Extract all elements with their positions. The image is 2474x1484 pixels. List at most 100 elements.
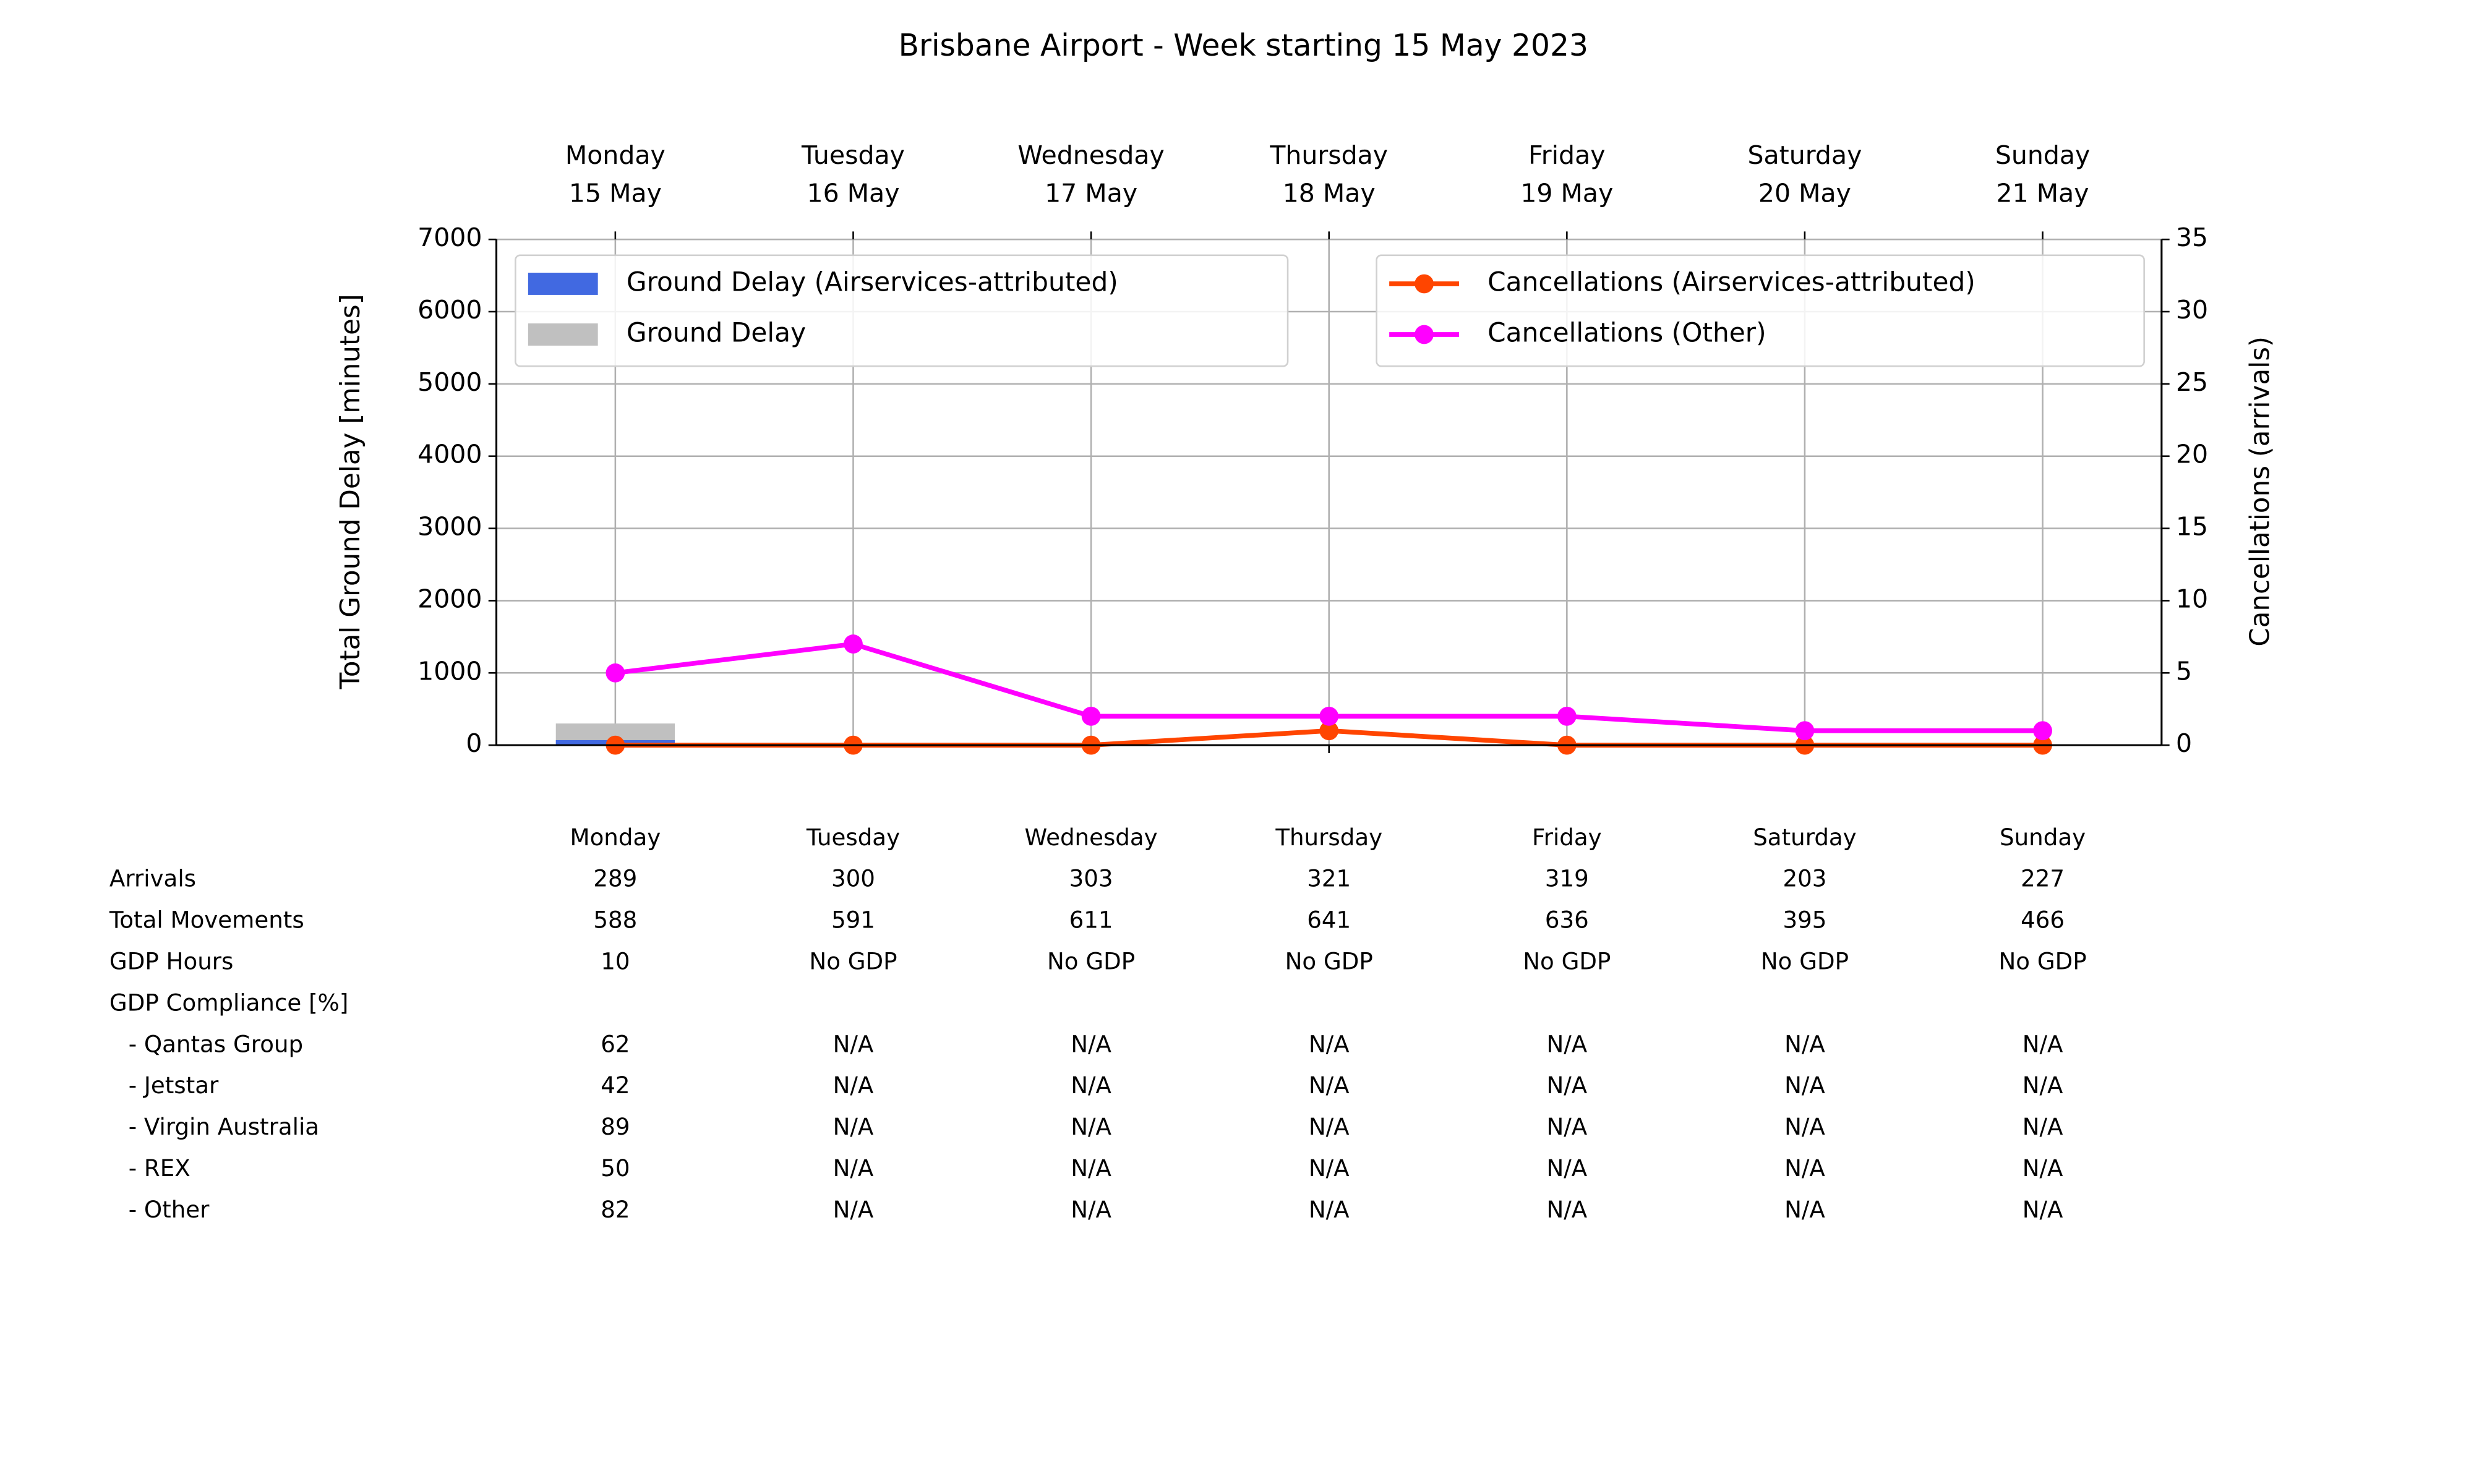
x-tick-label: Saturday <box>1748 140 1862 170</box>
table-cell: N/A <box>833 1196 874 1223</box>
table-cell: No GDP <box>1998 947 2086 974</box>
table-cell: 10 <box>601 947 630 974</box>
table-header: Thursday <box>1275 824 1382 851</box>
y2-axis-label: Cancellations (arrivals) <box>2245 336 2275 647</box>
table-cell: 82 <box>601 1196 630 1223</box>
point <box>1557 707 1577 726</box>
table-header: Monday <box>570 824 661 851</box>
table-cell: N/A <box>1784 1196 1825 1223</box>
table-cell: N/A <box>1784 1030 1825 1057</box>
point <box>1319 721 1339 741</box>
x-tick-label: 20 May <box>1758 178 1851 208</box>
point <box>1319 707 1339 726</box>
row-label: - Other <box>129 1196 210 1223</box>
table-cell: 591 <box>831 906 875 934</box>
y-tick-label: 6000 <box>417 295 482 325</box>
table-cell: N/A <box>1546 1196 1587 1223</box>
table-cell: 588 <box>593 906 637 934</box>
row-label: - Virgin Australia <box>129 1113 319 1140</box>
table-cell: N/A <box>1546 1072 1587 1099</box>
row-label: - Qantas Group <box>129 1030 303 1057</box>
x-tick-label: 15 May <box>569 178 662 208</box>
table-cell: N/A <box>1071 1154 1111 1182</box>
y2-tick-label: 0 <box>2176 728 2192 758</box>
table-cell: N/A <box>833 1030 874 1057</box>
y-tick-label: 0 <box>466 728 482 758</box>
y-tick-label: 4000 <box>417 440 482 469</box>
table-cell: 203 <box>1783 865 1826 892</box>
x-tick-label: 16 May <box>807 178 899 208</box>
table-cell: N/A <box>1309 1196 1350 1223</box>
table-cell: N/A <box>1309 1113 1350 1140</box>
table-cell: 611 <box>1069 906 1113 934</box>
table-header: Saturday <box>1753 824 1856 851</box>
legend-label: Cancellations (Other) <box>1487 318 1766 348</box>
y-tick-label: 1000 <box>417 656 482 686</box>
table-header: Wednesday <box>1025 824 1158 851</box>
x-tick-label: 21 May <box>1997 178 2089 208</box>
y2-tick-label: 15 <box>2176 512 2208 542</box>
table-cell: 89 <box>601 1113 630 1140</box>
row-label: - Jetstar <box>129 1072 219 1099</box>
table-cell: N/A <box>1546 1154 1587 1182</box>
table-cell: 62 <box>601 1030 630 1057</box>
y2-tick-label: 25 <box>2176 367 2208 397</box>
table-cell: N/A <box>833 1072 874 1099</box>
table-cell: 641 <box>1307 906 1351 934</box>
x-tick-label: Friday <box>1528 140 1605 170</box>
table-cell: N/A <box>1071 1196 1111 1223</box>
y2-tick-label: 30 <box>2176 295 2208 325</box>
table-cell: 300 <box>831 865 875 892</box>
legend-label: Ground Delay (Airservices-attributed) <box>627 267 1118 297</box>
table-cell: 319 <box>1545 865 1589 892</box>
table-cell: No GDP <box>1523 947 1611 974</box>
y2-tick-label: 20 <box>2176 440 2208 469</box>
x-tick-label: Wednesday <box>1017 140 1164 170</box>
legend-swatch <box>1415 325 1434 344</box>
table-cell: No GDP <box>809 947 897 974</box>
row-label: - REX <box>129 1154 190 1182</box>
point <box>2033 721 2052 741</box>
table-header: Tuesday <box>806 824 900 851</box>
y2-tick-label: 5 <box>2176 656 2192 686</box>
x-tick-label: Sunday <box>1995 140 2090 170</box>
table-cell: N/A <box>1546 1113 1587 1140</box>
table-cell: No GDP <box>1285 947 1373 974</box>
x-tick-label: 18 May <box>1283 178 1376 208</box>
table-header: Sunday <box>2000 824 2086 851</box>
x-tick-label: 19 May <box>1520 178 1613 208</box>
point <box>1081 707 1101 726</box>
table-cell: 395 <box>1783 906 1826 934</box>
x-tick-label: Thursday <box>1269 140 1388 170</box>
y-tick-label: 3000 <box>417 512 482 542</box>
legend-label: Ground Delay <box>627 318 806 348</box>
legend-swatch <box>528 273 598 295</box>
chart-title: Brisbane Airport - Week starting 15 May … <box>899 28 1588 63</box>
table-cell: N/A <box>1784 1072 1825 1099</box>
table-cell: N/A <box>2022 1030 2063 1057</box>
row-label: Total Movements <box>109 906 304 934</box>
table-cell: N/A <box>1309 1154 1350 1182</box>
table-cell: 636 <box>1545 906 1589 934</box>
y-tick-label: 5000 <box>417 367 482 397</box>
table-cell: N/A <box>1546 1030 1587 1057</box>
x-tick-label: 17 May <box>1045 178 1137 208</box>
table-cell: N/A <box>1784 1113 1825 1140</box>
legend-box <box>515 254 1289 367</box>
table-cell: N/A <box>2022 1154 2063 1182</box>
table-cell: N/A <box>2022 1196 2063 1223</box>
table-cell: N/A <box>833 1154 874 1182</box>
table-cell: 289 <box>593 865 637 892</box>
row-label: GDP Compliance [%] <box>109 989 348 1016</box>
y2-tick-label: 35 <box>2176 223 2208 252</box>
row-label: Arrivals <box>109 865 196 892</box>
table-cell: N/A <box>1071 1113 1111 1140</box>
row-label: GDP Hours <box>109 947 233 974</box>
legend-swatch <box>528 323 598 346</box>
table-cell: N/A <box>833 1113 874 1140</box>
table-cell: No GDP <box>1761 947 1849 974</box>
table-cell: 321 <box>1307 865 1351 892</box>
table-cell: N/A <box>2022 1072 2063 1099</box>
table-cell: N/A <box>1071 1072 1111 1099</box>
